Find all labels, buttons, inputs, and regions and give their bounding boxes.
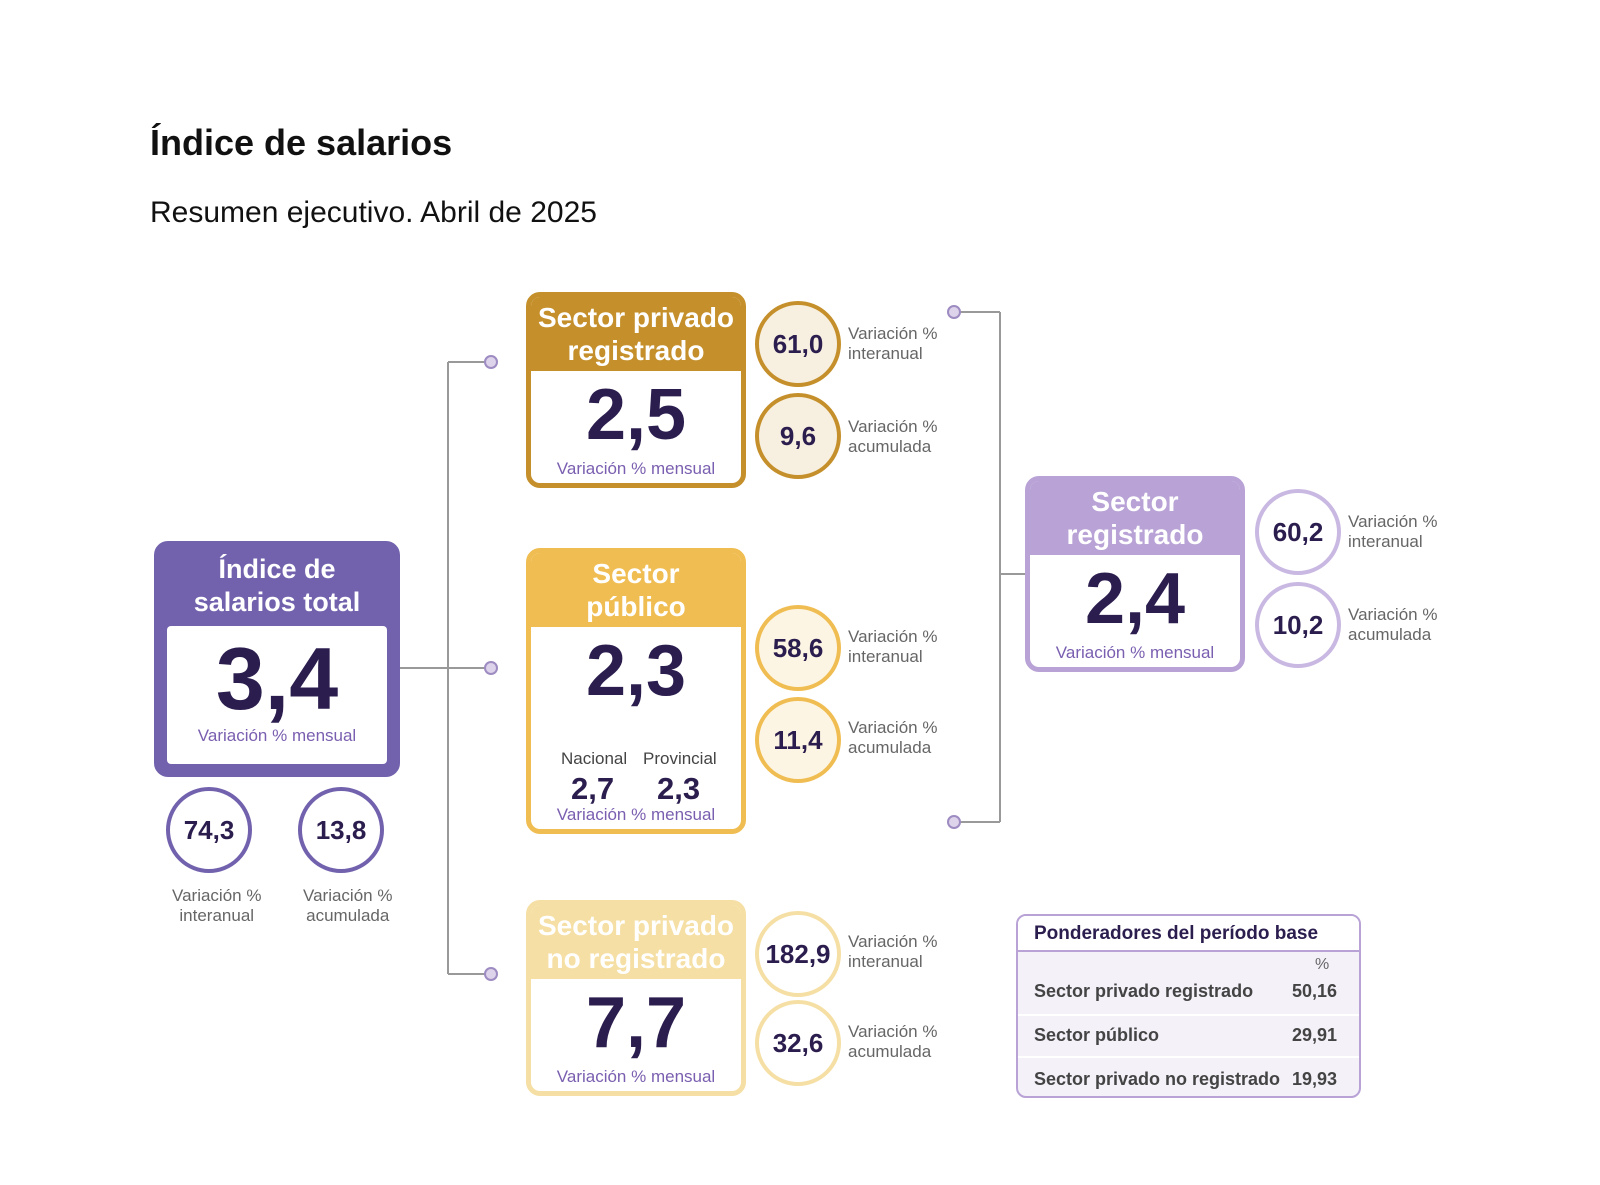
- total-yoy-circle: 74,3: [166, 787, 252, 873]
- public-cum-label: Variación % acumulada: [848, 718, 938, 757]
- weight-name: Sector público: [1034, 1025, 1160, 1045]
- total-index-card: Índice de salarios total 3,4 Variación %…: [154, 541, 400, 777]
- table-row: Sector privado no registrado 19,93: [1018, 1058, 1359, 1096]
- private-unregistered-cum-circle: 32,6: [755, 1000, 841, 1086]
- page-subtitle: Resumen ejecutivo. Abril de 2025: [150, 196, 597, 229]
- registered-yoy-circle: 60,2: [1255, 489, 1341, 575]
- total-cum-circle: 13,8: [298, 787, 384, 873]
- registered-yoy-label: Variación % interanual: [1348, 512, 1438, 551]
- weight-name: Sector privado no registrado: [1034, 1069, 1281, 1089]
- connector-node: [947, 815, 961, 829]
- registered-monthly-value: 2,4: [1084, 559, 1186, 639]
- weights-table-title: Ponderadores del período base: [1018, 916, 1359, 952]
- private-unregistered-monthly-value: 7,7: [585, 983, 687, 1063]
- total-cum-label: Variación % acumulada: [303, 886, 393, 925]
- public-monthly-value: 2,3: [585, 631, 687, 711]
- registered-sector-title: Sector registrado: [1030, 481, 1240, 555]
- weight-value: 19,93: [1292, 1069, 1338, 1089]
- connector-node: [484, 661, 498, 675]
- private-registered-cum-circle: 9,6: [755, 393, 841, 479]
- national-label: Nacional: [561, 749, 628, 768]
- national-value: 2,7: [571, 771, 615, 806]
- provincial-value: 2,3: [657, 771, 701, 806]
- total-yoy-label: Variación % interanual: [172, 886, 262, 925]
- registered-cum-circle: 10,2: [1255, 582, 1341, 668]
- total-index-title: Índice de salarios total: [193, 554, 361, 617]
- table-row: Sector público 29,91: [1018, 1014, 1359, 1056]
- connector-node: [484, 967, 498, 981]
- weights-unit: %: [1315, 956, 1330, 973]
- public-cum-circle: 11,4: [755, 697, 841, 783]
- public-monthly-caption: Variación % mensual: [556, 805, 716, 824]
- weights-table: Ponderadores del período base % Sector p…: [1016, 914, 1361, 1098]
- public-sector-card: Sector público 2,3 Nacional Provincial 2…: [526, 548, 746, 834]
- page-title: Índice de salarios: [150, 122, 453, 163]
- table-row: Sector privado registrado 50,16: [1018, 970, 1359, 1012]
- private-registered-cum-label: Variación % acumulada: [848, 417, 938, 456]
- public-sector-title: Sector público: [531, 553, 741, 627]
- private-registered-monthly-value: 2,5: [585, 375, 687, 455]
- weight-value: 50,16: [1292, 981, 1338, 1001]
- connector-node: [484, 355, 498, 369]
- private-registered-card: Sector privado registrado 2,5 Variación …: [526, 292, 746, 488]
- registered-cum-label: Variación % acumulada: [1348, 605, 1438, 644]
- public-yoy-label: Variación % interanual: [848, 627, 938, 666]
- private-unregistered-yoy-circle: 182,9: [755, 911, 841, 997]
- private-registered-monthly-caption: Variación % mensual: [556, 459, 716, 478]
- private-registered-title: Sector privado registrado: [531, 297, 741, 371]
- private-unregistered-card: Sector privado no registrado 7,7 Variaci…: [526, 900, 746, 1096]
- weight-name: Sector privado registrado: [1034, 981, 1254, 1001]
- private-unregistered-title: Sector privado no registrado: [531, 905, 741, 979]
- total-monthly-caption: Variación % mensual: [197, 726, 357, 745]
- private-registered-yoy-circle: 61,0: [755, 301, 841, 387]
- private-unregistered-monthly-caption: Variación % mensual: [556, 1067, 716, 1086]
- private-unregistered-cum-label: Variación % acumulada: [848, 1022, 938, 1061]
- private-registered-yoy-label: Variación % interanual: [848, 324, 938, 363]
- public-yoy-circle: 58,6: [755, 605, 841, 691]
- private-unregistered-yoy-label: Variación % interanual: [848, 932, 938, 971]
- registered-sector-card: Sector registrado 2,4 Variación % mensua…: [1025, 476, 1245, 672]
- provincial-label: Provincial: [643, 749, 717, 768]
- connector-node: [947, 305, 961, 319]
- weight-value: 29,91: [1292, 1025, 1338, 1045]
- registered-monthly-caption: Variación % mensual: [1055, 643, 1215, 662]
- total-monthly-value: 3,4: [215, 629, 339, 728]
